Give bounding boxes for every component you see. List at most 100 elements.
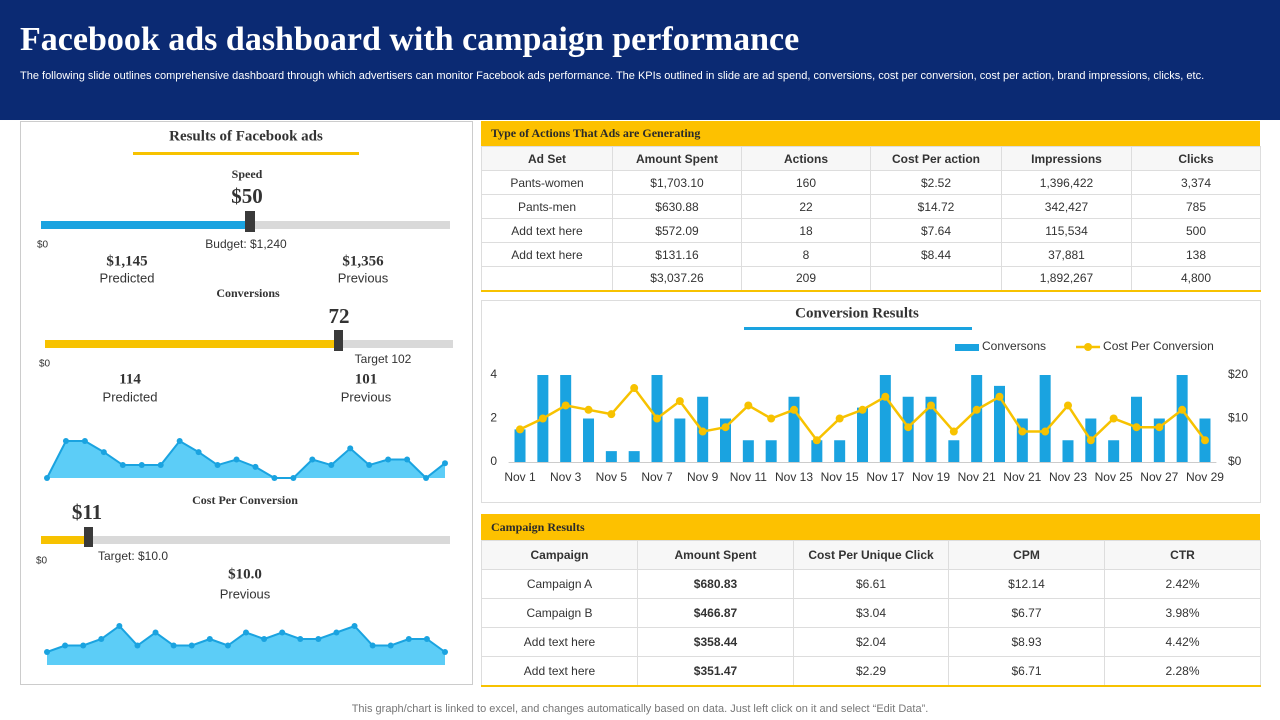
area-marker bbox=[152, 629, 159, 636]
line-marker bbox=[538, 414, 547, 423]
cell: 37,881 bbox=[1001, 242, 1132, 267]
header-row: Campaign Amount Spent Cost Per Unique Clic… bbox=[481, 540, 1261, 570]
area-marker bbox=[442, 649, 448, 655]
y2-tick-label: $0 bbox=[1228, 454, 1242, 468]
gauge-knob bbox=[245, 211, 255, 232]
x-tick-label: Nov 5 bbox=[596, 470, 628, 484]
underline bbox=[133, 152, 359, 155]
cell: $2.29 bbox=[793, 656, 949, 686]
area-marker bbox=[224, 642, 231, 649]
bar bbox=[857, 407, 868, 462]
row: Pants-women $1,703.10 160 $2.52 1,396,422 3,3… bbox=[481, 170, 1261, 195]
row: Campaign B $466.87 $3.04 $6.77 3.98% bbox=[481, 598, 1261, 628]
cell: Pants-women bbox=[481, 170, 613, 195]
cell: $1,703.10 bbox=[612, 170, 742, 195]
kpi-value: $11 bbox=[72, 500, 102, 524]
header-cell: CPM bbox=[948, 540, 1105, 570]
area-marker bbox=[188, 642, 195, 649]
area-line bbox=[46, 439, 446, 480]
cell: $12.14 bbox=[948, 569, 1105, 599]
x-tick-label: Nov 7 bbox=[641, 470, 673, 484]
line-marker bbox=[698, 427, 707, 436]
cell: 500 bbox=[1131, 218, 1261, 243]
line-marker bbox=[790, 405, 799, 414]
cell: $3.04 bbox=[793, 598, 949, 628]
area-marker bbox=[157, 462, 164, 469]
cell: $351.47 bbox=[637, 656, 794, 686]
area-marker bbox=[297, 636, 304, 642]
line-marker bbox=[561, 401, 570, 410]
line-marker bbox=[653, 414, 662, 423]
underline bbox=[744, 327, 972, 330]
y2-tick-label: $20 bbox=[1228, 367, 1248, 381]
cell: $3,037.26 bbox=[612, 266, 742, 291]
cell: 160 bbox=[741, 170, 871, 195]
previous-value: $10.0 bbox=[228, 566, 262, 582]
line-marker bbox=[1041, 427, 1050, 436]
line-marker bbox=[926, 401, 935, 410]
cell: Add text here bbox=[481, 218, 613, 243]
x-tick-label: Nov 11 bbox=[730, 470, 767, 484]
area-marker bbox=[405, 636, 412, 642]
area-marker bbox=[62, 642, 69, 649]
area-marker bbox=[404, 456, 411, 463]
cell: 3,374 bbox=[1131, 170, 1261, 195]
gauge-track bbox=[41, 536, 450, 544]
line-marker bbox=[675, 397, 684, 406]
line-marker bbox=[1109, 414, 1118, 423]
cell: $6.61 bbox=[793, 569, 949, 599]
panel-title: Results of Facebook ads bbox=[169, 128, 323, 144]
line-marker bbox=[1178, 405, 1187, 414]
area-marker bbox=[333, 629, 340, 636]
cell: Add text here bbox=[481, 242, 613, 267]
x-tick-label: Nov 21 bbox=[1003, 470, 1041, 484]
cell: $8.93 bbox=[948, 627, 1105, 657]
cell: 1,396,422 bbox=[1001, 170, 1132, 195]
line-marker bbox=[767, 414, 776, 423]
header-cell: Cost Per action bbox=[870, 146, 1002, 171]
area-marker bbox=[387, 642, 394, 649]
x-tick-label: Nov 9 bbox=[687, 470, 719, 484]
x-tick-label: Nov 3 bbox=[550, 470, 582, 484]
area-marker bbox=[100, 449, 107, 456]
cell: 2.42% bbox=[1104, 569, 1261, 599]
cell: 2.28% bbox=[1104, 656, 1261, 686]
gauge-target: Target: $10.0 bbox=[98, 549, 168, 563]
row: Add text here $572.09 18 $7.64 115,534 500 bbox=[481, 218, 1261, 243]
bar bbox=[1176, 375, 1188, 462]
y-tick-label: 0 bbox=[490, 454, 497, 468]
line-marker bbox=[1155, 423, 1164, 432]
chart-frame bbox=[481, 300, 1261, 503]
previous-value: $1,356 bbox=[342, 253, 384, 269]
bar bbox=[1016, 418, 1028, 462]
gauge-min: $0 bbox=[39, 359, 51, 370]
area-marker bbox=[44, 475, 50, 481]
cell: Campaign A bbox=[481, 569, 638, 599]
x-tick-label: Nov 27 bbox=[1140, 470, 1178, 484]
bar bbox=[925, 396, 937, 462]
cell: 3.98% bbox=[1104, 598, 1261, 628]
x-tick-label: Nov 13 bbox=[775, 470, 813, 484]
cell bbox=[870, 266, 1002, 291]
area-marker bbox=[138, 462, 145, 469]
cell: Add text here bbox=[481, 627, 638, 657]
legend-label: Cost Per Conversion bbox=[1103, 339, 1214, 353]
area bbox=[47, 626, 445, 665]
header-cell: CTR bbox=[1104, 540, 1261, 570]
header-cell: Cost Per Unique Click bbox=[793, 540, 949, 570]
previous-label: Previous bbox=[341, 389, 392, 404]
x-tick-label: Nov 19 bbox=[912, 470, 950, 484]
kpi-label: Conversions bbox=[216, 286, 280, 300]
area-marker bbox=[290, 475, 297, 481]
footer: This graph/chart is linked to excel, and… bbox=[352, 703, 929, 715]
area-marker bbox=[170, 642, 177, 649]
line-marker bbox=[995, 392, 1004, 401]
previous-value: 101 bbox=[355, 371, 378, 387]
line-marker bbox=[516, 425, 525, 434]
bar bbox=[560, 375, 572, 462]
area-marker bbox=[271, 475, 278, 481]
bar bbox=[720, 418, 732, 462]
cell: $6.71 bbox=[948, 656, 1105, 686]
gauge-fill bbox=[45, 340, 338, 348]
